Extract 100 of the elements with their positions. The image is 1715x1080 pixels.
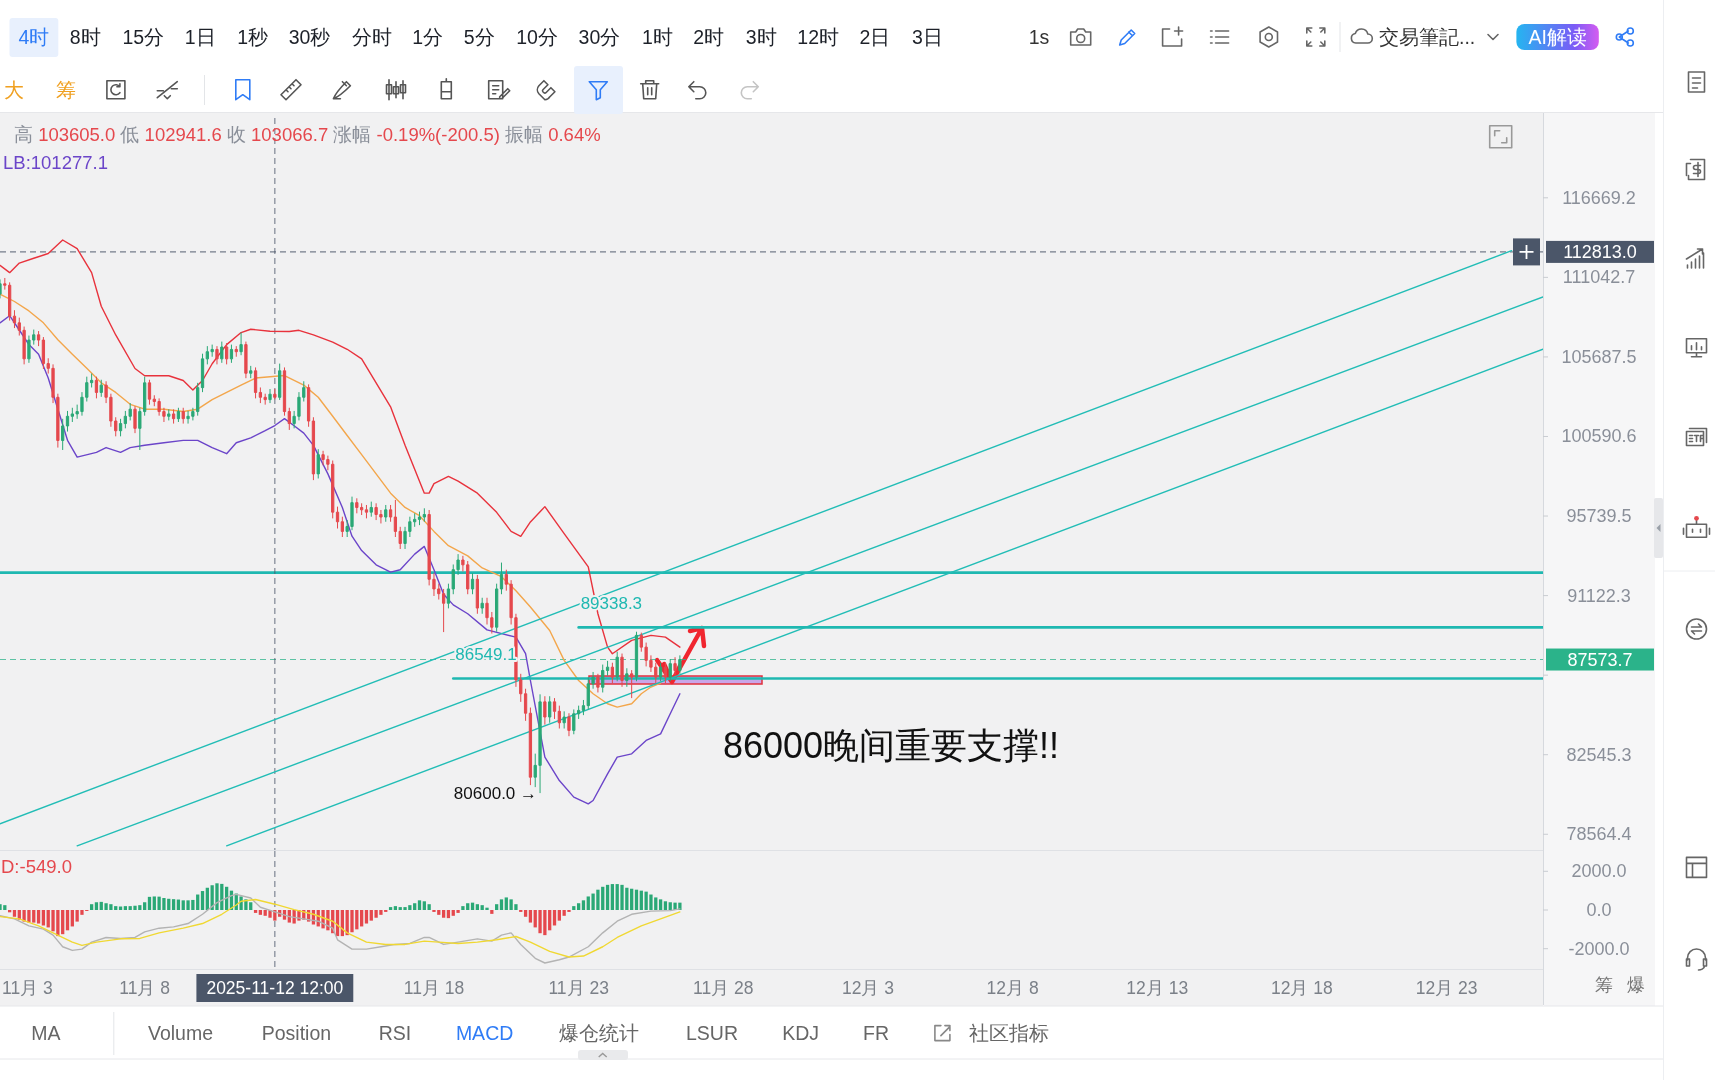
candlestick [215,345,219,365]
candlestick [147,379,152,406]
text: 1日 [184,26,216,48]
text: 交易筆記... [1379,26,1476,48]
bar [576,903,581,910]
candlestick [355,497,359,514]
candlestick [620,653,624,688]
bar [634,889,639,910]
text: 筹 [1594,975,1613,995]
candlestick [615,651,619,682]
text: 3日 [912,26,943,48]
bar [12,910,17,917]
y-tick-label: 82545.3 [1566,744,1632,765]
text: 社区指标 [968,1022,1049,1044]
y-tick-label: 116669.2 [1562,187,1636,208]
bar [413,903,417,910]
annotation: D:-549.0 [1,855,72,877]
text: 30分 [578,26,621,48]
y-tick-label: 111042.7 [1562,267,1636,288]
text: 5分 [463,26,495,48]
candlestick [499,562,504,595]
text: RSI [378,1022,412,1044]
candlestick [557,705,561,729]
candlestick [244,341,248,379]
text: FR [863,1022,890,1044]
candlestick [548,695,552,724]
candlestick [673,656,677,677]
bar [253,910,258,913]
text: KDJ [782,1022,820,1044]
bar [572,906,576,910]
candlestick [239,332,243,356]
x-tick-label: 11月 8 [119,978,171,998]
candlestick [99,379,103,398]
x-tick-label: 12月 18 [1271,978,1333,998]
candlestick [572,708,576,735]
x-tick-label: 11月 23 [548,978,609,998]
bar [663,901,668,910]
candlestick [220,341,224,364]
ref-line-label: 87573.7 [1567,649,1633,670]
candlestick [181,407,185,425]
candlestick [311,416,316,481]
annotation: LB:101277.1 [3,151,108,173]
text: 30秒 [288,26,331,48]
x-tick-label: 11月 3 [2,978,53,998]
bar [94,902,99,910]
bar [147,896,152,910]
bar [364,910,369,924]
candlestick [634,631,639,682]
x-tick-label: 12月 3 [841,978,894,998]
text: 爆仓统计 [559,1022,640,1044]
candlestick [224,342,229,365]
candlestick [278,363,282,401]
annotation: 80600.0 → [453,783,538,803]
candlestick [364,504,369,519]
candlestick [253,366,258,399]
candlestick [441,588,446,633]
x-tick-label: 12月 13 [1126,978,1189,998]
text: Volume [147,1022,214,1044]
candlestick [543,695,547,726]
candlestick [94,376,99,399]
candlestick [495,583,499,633]
candlestick [282,366,287,417]
bar [427,904,431,910]
bar [475,904,479,910]
text: 4时 [18,26,50,48]
text: 大 [4,79,25,101]
text: 爆 [1627,975,1646,995]
candlestick [200,353,205,393]
candlestick [596,673,600,693]
text: 1秒 [237,26,269,48]
candlestick [258,386,263,404]
candlestick [167,408,171,421]
bar [461,906,465,910]
text: AI解读 [1528,26,1587,48]
bar [89,904,94,910]
bar [143,902,147,910]
candlestick [369,501,373,518]
bar [495,904,499,910]
candlestick [625,667,629,688]
candlestick [249,365,253,379]
candlestick [610,662,615,684]
bar [417,900,422,910]
candlestick [287,407,291,431]
bar [215,883,219,910]
bar [403,907,407,910]
bar [133,905,137,910]
bar [605,884,610,910]
text: 2日 [859,26,891,48]
candlestick [171,408,176,425]
x-tick-label: 11月 28 [693,978,754,998]
bar [490,910,494,914]
candlestick [470,572,475,595]
line-series [0,893,681,964]
candlestick [176,407,181,423]
candlestick [422,507,426,523]
bar [393,906,398,910]
text: 15分 [122,26,165,48]
candlestick [65,410,70,433]
text: Position [261,1022,332,1044]
bar [200,891,205,910]
